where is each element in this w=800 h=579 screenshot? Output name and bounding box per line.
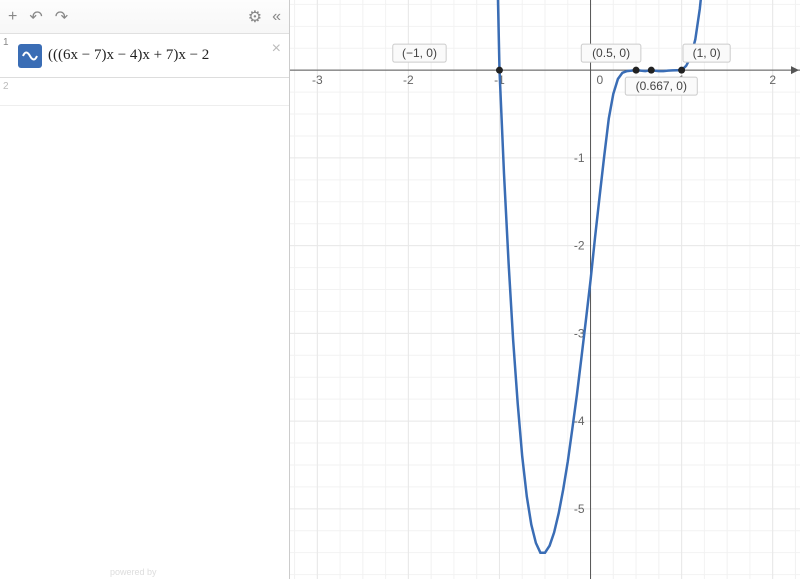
svg-text:(1, 0): (1, 0)	[693, 46, 721, 60]
svg-text:-3: -3	[312, 73, 323, 87]
svg-text:-4: -4	[574, 414, 585, 428]
collapse-icon[interactable]: «	[272, 8, 281, 26]
expression-row-empty[interactable]: 2	[0, 78, 289, 106]
footer-note: powered by	[110, 567, 157, 577]
expression-index: 2	[0, 78, 20, 92]
expression-index: 1	[0, 34, 20, 48]
close-icon[interactable]: ×	[272, 40, 281, 58]
add-button[interactable]: +	[8, 8, 17, 26]
svg-text:(0.5, 0): (0.5, 0)	[592, 46, 630, 60]
svg-text:0: 0	[597, 73, 604, 87]
toolbar: + ↶ ↷ ⚙ «	[0, 0, 289, 34]
svg-text:-5: -5	[574, 502, 585, 516]
svg-text:(0.667, 0): (0.667, 0)	[636, 79, 687, 93]
redo-button[interactable]: ↷	[55, 7, 68, 27]
sidebar: + ↶ ↷ ⚙ « 1 (((6x − 7)x − 4)x + 7)x − 2 …	[0, 0, 290, 579]
svg-text:-2: -2	[403, 73, 414, 87]
svg-text:-2: -2	[574, 239, 585, 253]
graph-svg[interactable]: -3-2-1012-1-2-3-4-5(−1, 0)(0.5, 0)(0.667…	[290, 0, 800, 579]
undo-button[interactable]: ↶	[29, 7, 42, 27]
gear-icon[interactable]: ⚙	[248, 7, 262, 27]
wave-icon[interactable]	[18, 44, 42, 68]
svg-text:-1: -1	[574, 151, 585, 165]
svg-text:(−1, 0): (−1, 0)	[402, 46, 437, 60]
expression-row[interactable]: 1 (((6x − 7)x − 4)x + 7)x − 2 ×	[0, 34, 289, 78]
expression-formula[interactable]: (((6x − 7)x − 4)x + 7)x − 2	[42, 43, 289, 68]
graph-area[interactable]: -3-2-1012-1-2-3-4-5(−1, 0)(0.5, 0)(0.667…	[290, 0, 800, 579]
svg-text:2: 2	[769, 73, 776, 87]
